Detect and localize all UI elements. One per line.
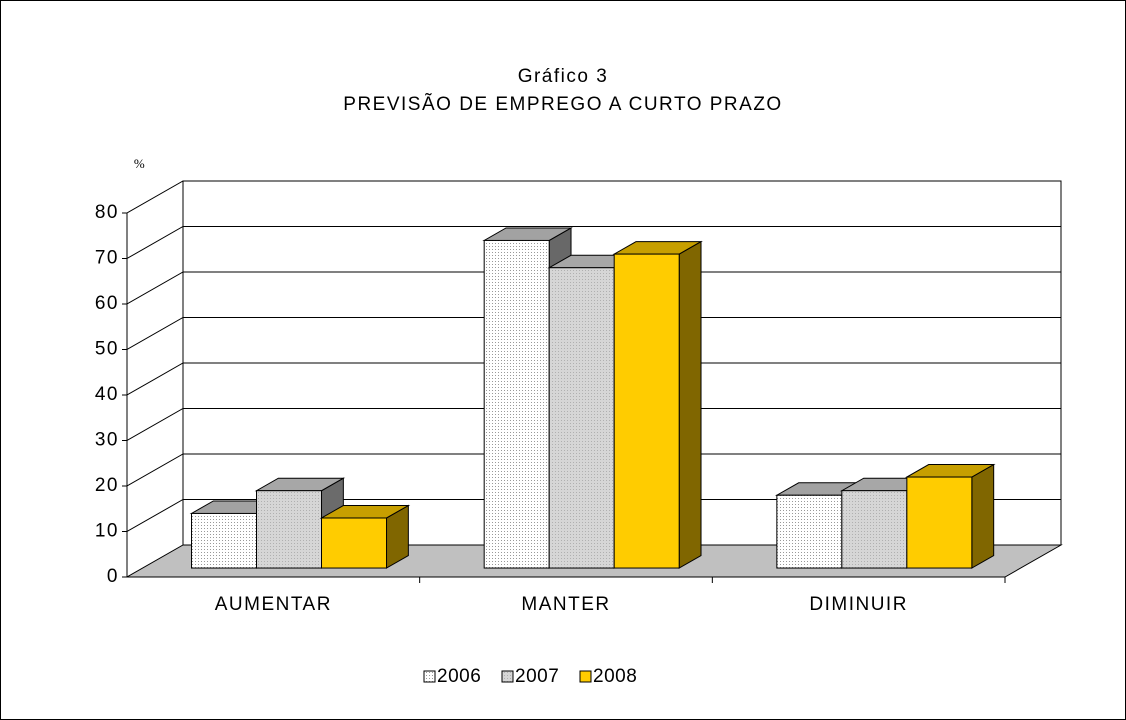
bar-front xyxy=(841,490,908,569)
bar-side xyxy=(678,240,702,569)
y-tick-label: 0 xyxy=(107,566,119,587)
legend-swatch xyxy=(501,670,514,683)
bar-front xyxy=(906,476,973,569)
bar-front xyxy=(321,517,388,569)
y-tick-label: 30 xyxy=(95,430,119,451)
y-tick-label: 70 xyxy=(95,248,119,269)
bar-front xyxy=(548,267,615,569)
bar-front xyxy=(256,490,323,569)
chart-subtitle: PREVISÃO DE EMPREGO A CURTO PRAZO xyxy=(343,93,782,115)
grid-line xyxy=(126,317,1061,350)
grid-line xyxy=(126,499,1061,532)
bar-side xyxy=(971,463,995,569)
legend-swatch xyxy=(423,670,436,683)
chart-title: Gráfico 3 xyxy=(518,66,609,87)
x-tick-label: DIMINUIR xyxy=(809,594,908,615)
y-tick-label: 80 xyxy=(95,202,119,223)
x-tick-label: MANTER xyxy=(521,594,610,615)
bar xyxy=(319,504,411,569)
legend-label: 2008 xyxy=(593,666,637,687)
y-tick-label: 20 xyxy=(95,475,119,496)
bar xyxy=(904,463,996,569)
x-tick-label: AUMENTAR xyxy=(215,594,332,615)
y-tick-label: 10 xyxy=(95,521,119,542)
grid-line xyxy=(126,408,1061,441)
legend-label: 2007 xyxy=(515,666,559,687)
grid-line xyxy=(126,453,1061,487)
grid-line xyxy=(126,226,1061,259)
y-tick-label: 60 xyxy=(95,293,119,314)
y-tick-label: 50 xyxy=(95,339,119,360)
grid-line xyxy=(126,271,1061,305)
bar-front xyxy=(483,239,550,569)
grid-line xyxy=(126,180,1061,214)
bar xyxy=(612,240,703,569)
legend-label: 2006 xyxy=(437,666,481,687)
y-axis-label: % xyxy=(134,156,146,171)
y-tick-label: 40 xyxy=(95,384,119,405)
legend-swatch xyxy=(579,670,592,683)
bar-front xyxy=(613,253,680,569)
bar-front xyxy=(191,512,258,569)
bar-front xyxy=(776,494,843,569)
grid-line xyxy=(126,362,1061,396)
